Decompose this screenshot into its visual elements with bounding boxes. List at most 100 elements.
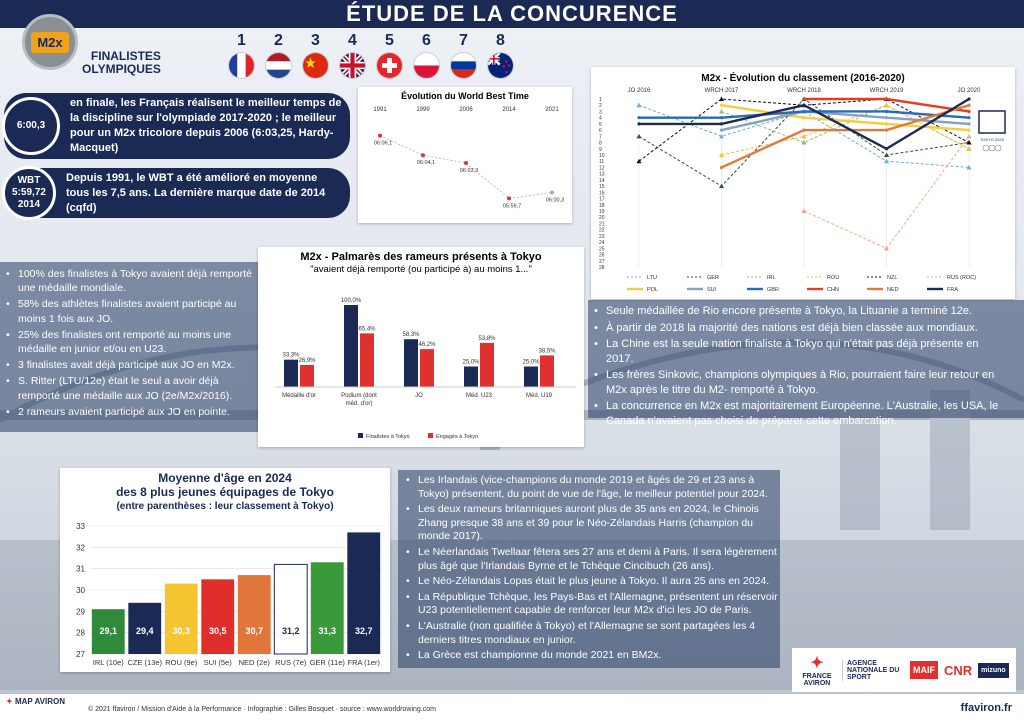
data-label: 06:00,3	[546, 197, 564, 203]
bullet-item: Les frères Sinkovic, champions olympique…	[592, 368, 1002, 397]
ranking-chart: M2x - Évolution du classement (2016-2020…	[599, 71, 1006, 293]
y-tick-label: 31	[76, 565, 85, 574]
trend-line	[422, 154, 467, 164]
bar-engages	[300, 364, 314, 387]
finalist-5: 5	[374, 32, 405, 79]
site-link[interactable]: ffaviron.fr	[960, 702, 1012, 714]
map-aviron-logo: ✦ MAP AVIRON	[6, 697, 66, 706]
series-point	[719, 96, 724, 101]
y-tick-label: 28	[76, 629, 85, 638]
y-tick-label: 11	[599, 159, 604, 165]
series-point	[966, 164, 972, 170]
x-tick-label: WRCH 2019	[870, 88, 904, 94]
series-line-rou	[721, 104, 970, 156]
x-tick-label: IRL (10e)	[93, 658, 124, 667]
x-tick-label: JO 2016	[628, 88, 651, 94]
best-time-badge: 6:00,3	[2, 97, 60, 155]
data-point	[507, 196, 511, 201]
series-point	[884, 97, 889, 101]
series-point	[967, 122, 971, 126]
series-line-ned	[721, 104, 970, 169]
tokyo-2020-logo: TOKYO 2020	[978, 110, 1006, 152]
series-point	[719, 183, 724, 189]
chart-title-line2: des 8 plus jeunes équipages de Tokyo	[116, 485, 334, 499]
rank-number: 3	[311, 32, 320, 49]
bar-engages	[360, 333, 374, 387]
legend-label: SUI	[707, 287, 717, 293]
flag-newzealand-icon	[487, 52, 514, 79]
y-tick-label: 15	[599, 184, 605, 190]
bar-ned	[237, 575, 271, 654]
y-tick-label: 13	[599, 172, 605, 178]
bar-label: 30,7	[245, 626, 263, 636]
finalist-7: 7	[448, 32, 479, 79]
series-point	[967, 109, 971, 114]
palmares-chart: M2x - Palmarès des rameurs présents à To…	[276, 251, 576, 440]
bar-label: 100,0%	[341, 298, 362, 304]
y-tick-label: 21	[599, 221, 605, 227]
rank-number: 2	[274, 32, 283, 49]
legend-label: GER	[707, 275, 719, 281]
x-tick-label: SUI (5e)	[204, 658, 232, 667]
series-point	[719, 133, 724, 139]
x-tick-label: NED (2e)	[239, 658, 271, 667]
series-point	[967, 103, 971, 107]
rank-number: 8	[496, 32, 505, 49]
bullet-item: S. Ritter (LTU/12e) était le seul a avoi…	[4, 374, 254, 402]
wbt-text: Depuis 1991, le WBT a été amélioré en mo…	[66, 171, 326, 214]
rank-number: 1	[237, 32, 246, 49]
bullet-item: 58% des athlètes finalistes avaient part…	[4, 297, 254, 325]
legend-swatch	[428, 433, 433, 438]
bar-ger	[310, 562, 344, 654]
x-tick-label: Médaille d'or	[282, 393, 316, 399]
y-tick-label: 23	[599, 234, 605, 240]
y-tick-label: 27	[76, 650, 85, 659]
series-point	[719, 122, 724, 126]
x-tick-label: ROU (9e)	[165, 658, 198, 667]
series-point	[802, 103, 806, 107]
finalists-label-line1: FINALISTES	[90, 49, 161, 63]
wbt-badge-line2: 5:59,72	[12, 187, 46, 198]
legend-label: IRL	[767, 275, 776, 281]
rank-number: 7	[459, 32, 468, 49]
bullet-item: La Chine est la seule nation finaliste à…	[592, 337, 1002, 366]
wbt-chart: Évolution du World Best Time 1991 1999 200…	[373, 91, 564, 209]
legend-label: GBR	[767, 287, 779, 293]
legend-label: ROU	[827, 275, 839, 281]
bullet-item: Seule médaillée de Rio encore présente à…	[592, 304, 1002, 319]
series-point	[801, 208, 807, 213]
data-label: 06:06,1	[374, 141, 392, 147]
y-tick-label: 29	[76, 607, 85, 616]
finalist-4: 4	[337, 32, 368, 79]
legend-label: NZL	[887, 275, 897, 281]
y-tick-label: 20	[599, 215, 605, 221]
bar-finalistes	[524, 366, 538, 387]
rank-number: 5	[385, 32, 394, 49]
info-wbt: WBT 5:59,72 2014 Depuis 1991, le WBT a été…	[2, 166, 350, 220]
bar-finalistes	[404, 339, 418, 387]
legend-label: Finalistes à Tokyo	[366, 434, 410, 440]
series-point	[636, 133, 642, 139]
series-point	[884, 245, 889, 251]
x-tick-label: Méd. U23	[466, 393, 493, 399]
series-line-pol	[721, 104, 970, 132]
bar-label: 26,9%	[298, 358, 316, 364]
series-point	[884, 116, 889, 120]
bullet-item: 3 finalistes avait déjà participé aux JO…	[4, 358, 254, 372]
y-tick-label: 4	[599, 116, 602, 122]
bar-rus	[273, 563, 308, 655]
ans-logo: AGENCE NATIONALE DU SPORT	[842, 659, 904, 681]
series-point	[802, 128, 806, 132]
y-tick-label: 3	[599, 109, 602, 115]
flag-netherlands-icon	[265, 52, 292, 79]
bar-sui	[201, 579, 235, 654]
x-tick-label: RUS (7e)	[275, 658, 307, 667]
y-tick-label: 28	[599, 265, 605, 271]
bullet-item: La Grèce est championne du monde 2021 en…	[404, 649, 778, 663]
legend-label: POL	[647, 287, 658, 293]
y-tick-label: 10	[599, 153, 605, 159]
legend-label: RUS (ROC)	[947, 275, 976, 281]
y-tick-label: 14	[599, 178, 605, 184]
series-point	[802, 109, 806, 114]
palmares-chart-card: M2x - Palmarès des rameurs présents à To…	[258, 247, 584, 447]
